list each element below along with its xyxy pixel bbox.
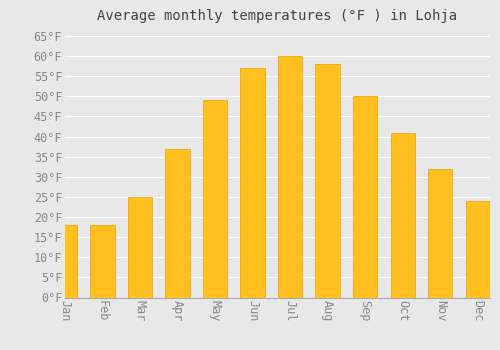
Bar: [390, 133, 415, 298]
Bar: [316, 64, 340, 298]
Bar: [466, 201, 490, 298]
Bar: [353, 96, 378, 298]
Bar: [53, 225, 77, 298]
Bar: [428, 169, 452, 298]
Bar: [166, 149, 190, 298]
Bar: [203, 100, 228, 298]
Bar: [278, 56, 302, 298]
Title: Average monthly temperatures (°F ) in Lohja: Average monthly temperatures (°F ) in Lo…: [98, 9, 458, 23]
Bar: [90, 225, 114, 298]
Bar: [128, 197, 152, 298]
Bar: [240, 68, 265, 298]
